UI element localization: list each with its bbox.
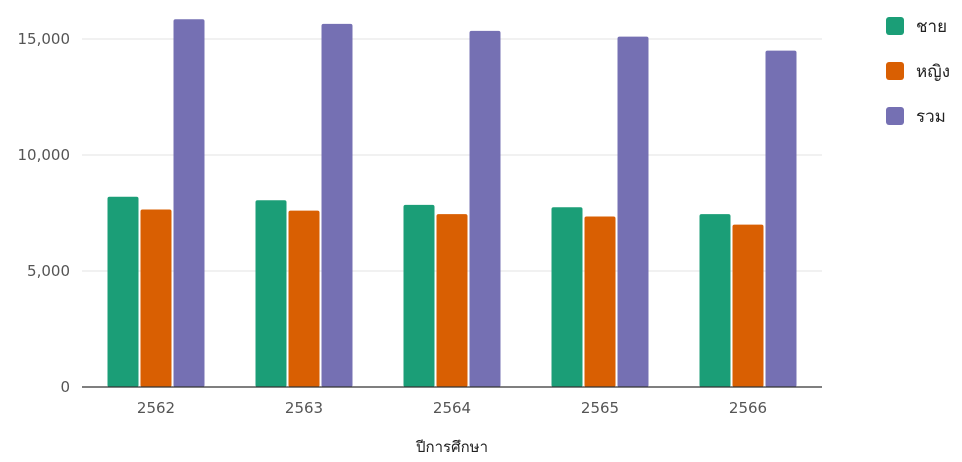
x-axis-title: ปีการศึกษา (415, 438, 488, 456)
x-axis-ticks: 2562 2563 2564 2565 2566 (137, 399, 767, 417)
y-tick-label: 0 (60, 378, 70, 396)
bar (551, 207, 583, 387)
bar (173, 19, 205, 388)
x-tick-label: 2563 (285, 399, 323, 417)
legend-swatch (886, 17, 904, 35)
bar (765, 50, 797, 387)
bar (584, 216, 616, 387)
y-tick-label: 15,000 (18, 30, 71, 48)
y-tick-label: 10,000 (18, 146, 71, 164)
legend-swatch (886, 62, 904, 80)
bars (107, 19, 797, 388)
bar (617, 36, 649, 388)
bar (699, 214, 731, 387)
bar (732, 224, 764, 387)
x-tick-label: 2562 (137, 399, 175, 417)
y-tick-label: 5,000 (27, 262, 70, 280)
bar (469, 30, 501, 387)
legend-swatch (886, 107, 904, 125)
legend-label: รวม (916, 107, 946, 127)
bar (321, 23, 353, 387)
x-tick-label: 2565 (581, 399, 619, 417)
x-tick-label: 2566 (729, 399, 767, 417)
y-axis-ticks: 0 5,000 10,000 15,000 (18, 30, 71, 396)
bar (403, 204, 435, 387)
bar (140, 209, 172, 387)
bar (255, 200, 287, 387)
legend-label: ชาย (916, 17, 947, 37)
bar (107, 196, 139, 387)
bar (436, 214, 468, 387)
x-tick-label: 2564 (433, 399, 471, 417)
legend-label: หญิง (916, 62, 950, 82)
bar (288, 210, 320, 387)
